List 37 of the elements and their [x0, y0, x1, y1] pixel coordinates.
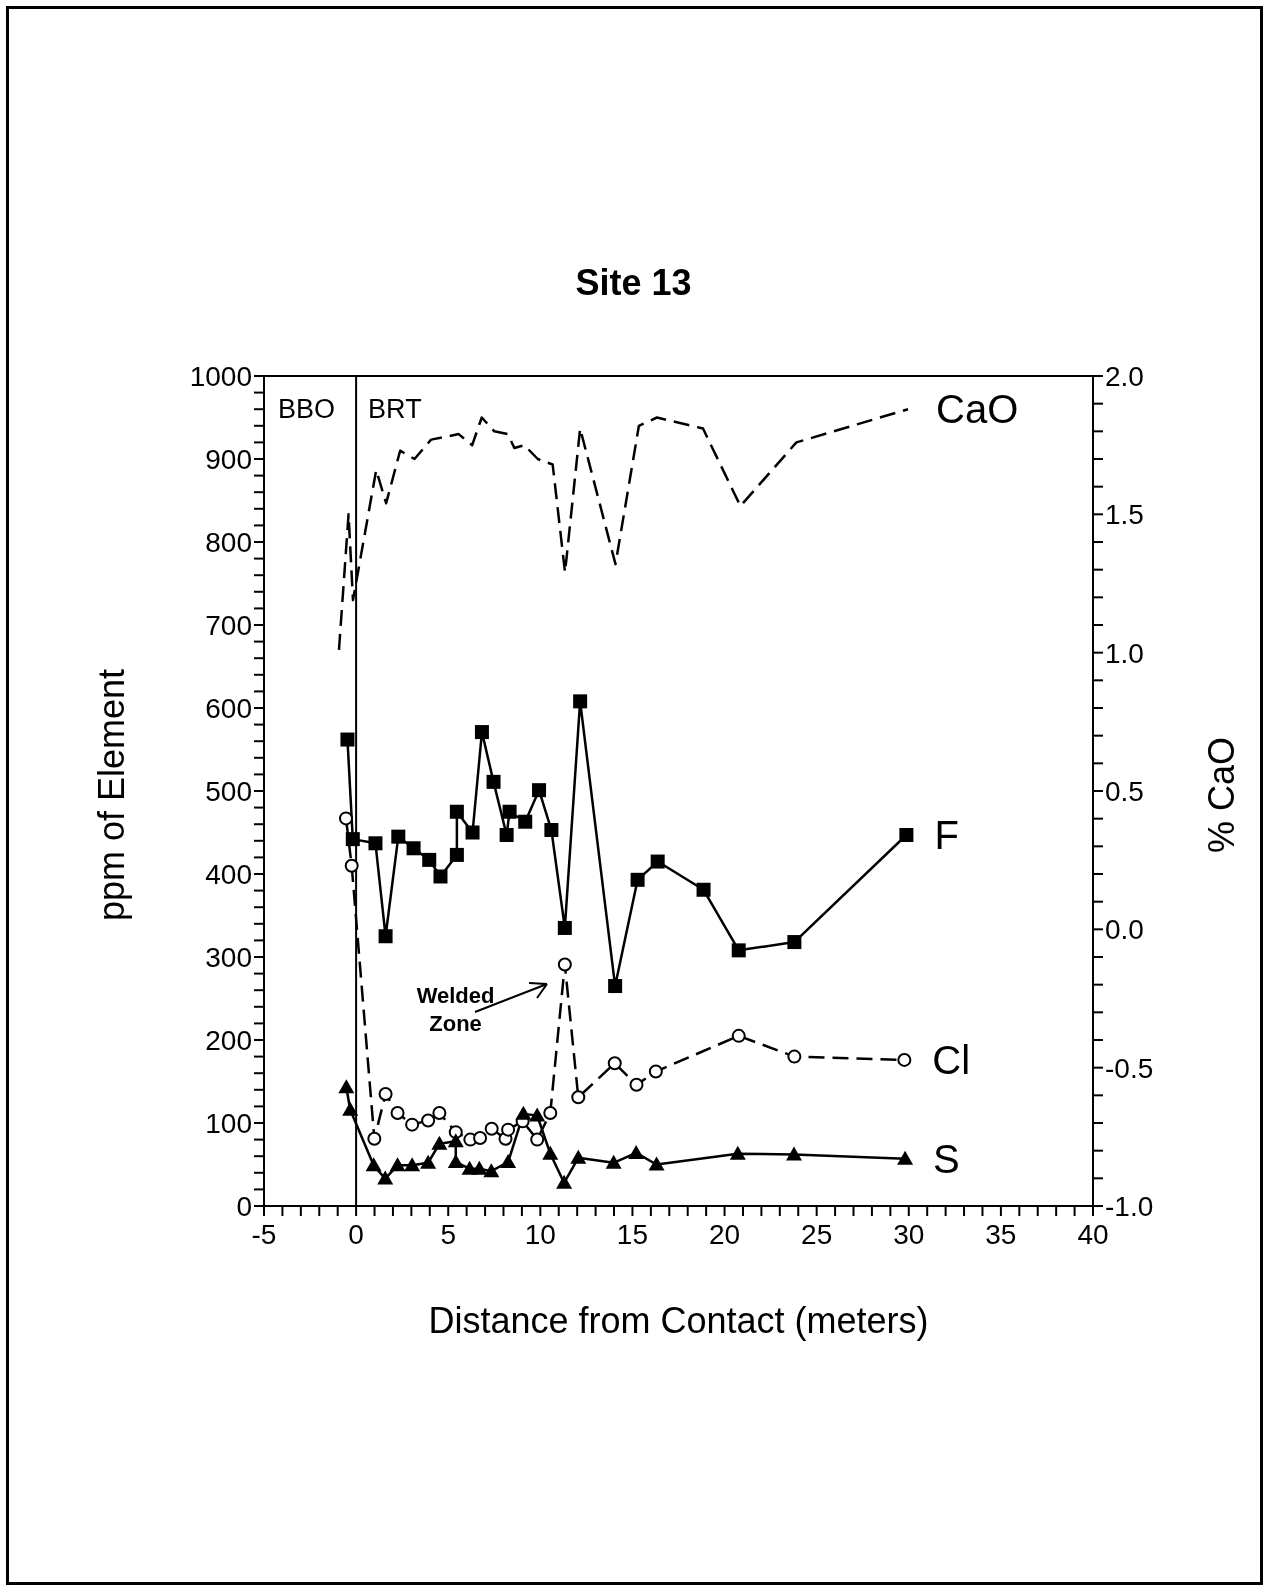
y-axis-title: ppm of Element [91, 667, 133, 924]
x-axis-title: Distance from Contact (meters) [427, 1300, 930, 1342]
x-tick-label: 20 [708, 1218, 741, 1250]
y2-axis-title: % CaO [1201, 736, 1243, 856]
x-tick-label: 10 [524, 1218, 556, 1250]
series-label: CaO [936, 387, 1019, 432]
x-tick-label: 0 [348, 1218, 364, 1250]
series-label: F [934, 812, 959, 857]
x-tick-label: 25 [801, 1218, 833, 1250]
y2-tick-label: 1.0 [1105, 637, 1144, 669]
series-label: Cl [932, 1037, 971, 1082]
y-tick-label: 800 [205, 526, 252, 558]
annotation: Welded Zone [415, 981, 496, 1038]
y-tick-label: 900 [205, 443, 252, 475]
y2-tick-label: 1.5 [1105, 499, 1144, 531]
y-tick-label: 0 [236, 1190, 252, 1222]
annotation: BBO [278, 394, 336, 425]
y-tick-label: 1000 [189, 360, 252, 392]
x-tick-label: 35 [985, 1218, 1017, 1250]
y-tick-label: 400 [205, 858, 252, 890]
y-tick-label: 300 [205, 941, 252, 973]
x-tick-label: 30 [893, 1218, 925, 1250]
chart-title: Site 13 [574, 262, 693, 304]
x-tick-label: 15 [616, 1218, 649, 1250]
y-tick-label: 600 [205, 692, 252, 724]
y-tick-label: 100 [205, 1107, 252, 1139]
y-tick-label: 200 [205, 1024, 252, 1056]
x-tick-label: -5 [251, 1218, 277, 1250]
y2-tick-label: 2.0 [1105, 360, 1144, 392]
y2-tick-label: 0.5 [1105, 775, 1144, 807]
y2-tick-label: -0.5 [1105, 1052, 1154, 1084]
series-label: S [933, 1136, 960, 1181]
y-tick-label: 500 [205, 775, 252, 807]
y2-tick-label: 0.0 [1105, 914, 1144, 946]
annotation: BRT [368, 394, 422, 425]
y-tick-label: 700 [205, 609, 252, 641]
x-tick-label: 5 [440, 1218, 457, 1250]
